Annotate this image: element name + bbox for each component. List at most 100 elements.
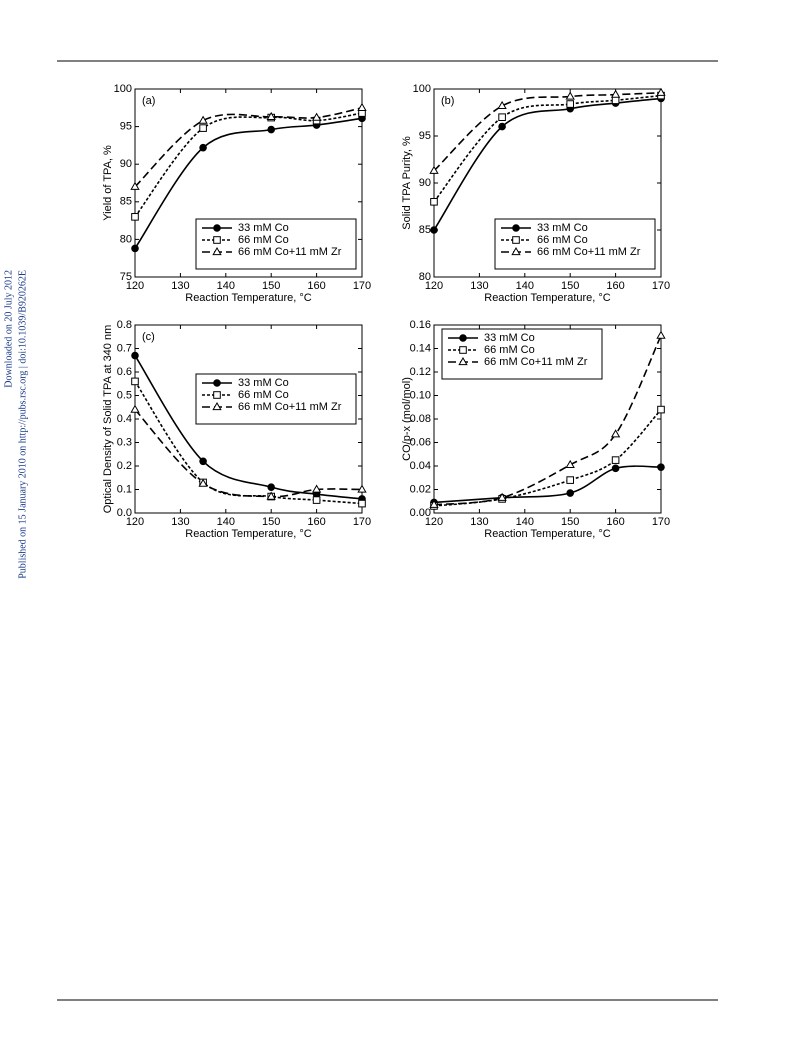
legend-label: 66 mM Co [484,344,535,356]
marker [429,499,439,508]
x-tick-label: 150 [262,516,280,528]
legend-marker [213,391,221,399]
y-tick-label: 0.3 [117,436,132,448]
legend-label: 66 mM Co+11 mM Zr [484,356,588,368]
panel-label: (c) [142,331,155,343]
marker [611,464,620,473]
y-tick-label: 0.12 [410,366,431,378]
y-tick-label: 0.5 [117,389,132,401]
marker [566,476,575,484]
marker [357,484,367,493]
x-axis-label: Reaction Temperature, °C [484,528,611,540]
marker [198,478,208,487]
y-tick-label: 0.7 [117,342,132,354]
y-tick-label: 0.2 [117,460,132,472]
y-tick-label: 0.6 [117,366,132,378]
x-tick-label: 140 [217,516,235,528]
legend-label: 66 mM Co [238,389,289,401]
marker [565,459,575,468]
legend-marker [512,236,520,244]
download-note: Downloaded on 20 July 2012 [3,270,14,388]
y-tick-label: 80 [120,233,132,245]
marker [497,100,507,110]
y-axis-label: Yield of TPA, % [102,145,114,221]
y-axis-label: CO/p-x (mol/mol) [401,377,413,461]
x-tick-label: 140 [217,280,235,292]
legend-label: 66 mM Co+11 mM Zr [238,401,342,413]
x-tick-label: 120 [425,516,443,528]
x-tick-label: 150 [561,280,579,292]
marker [657,405,665,414]
x-tick-label: 160 [307,516,325,528]
x-tick-label: 170 [353,280,371,292]
legend-marker [512,224,520,232]
marker [198,115,208,124]
series-line [433,91,662,172]
marker [311,484,322,493]
legend-marker [212,246,222,256]
x-tick-label: 130 [171,516,189,528]
marker [357,102,367,111]
legend-marker [459,334,467,342]
marker [199,457,207,466]
marker [498,113,506,122]
marker [656,330,666,339]
marker [657,463,665,471]
marker [498,122,506,131]
y-tick-label: 80 [419,271,431,283]
y-tick-label: 95 [419,130,431,142]
x-tick-label: 120 [126,280,144,292]
y-tick-label: 0.06 [410,436,431,448]
x-tick-label: 130 [470,280,488,292]
x-tick-label: 130 [470,516,488,528]
x-tick-label: 140 [516,280,534,292]
legend-label: 66 mM Co [537,234,588,246]
legend-label: 33 mM Co [238,222,289,234]
marker [131,351,139,360]
legend-marker [213,224,221,232]
marker [610,89,621,98]
marker [566,100,575,108]
marker [565,91,575,100]
series-line [134,117,363,249]
y-axis-label: Solid TPA Purity, % [401,136,413,230]
series-line [134,107,363,188]
legend-label: 66 mM Co [238,234,289,246]
x-tick-label: 170 [353,516,371,528]
legend-label: 66 mM Co+11 mM Zr [537,246,641,258]
marker [311,112,322,121]
marker [566,489,575,497]
marker [430,198,438,206]
legend-marker [213,379,221,387]
y-tick-label: 75 [120,271,132,283]
y-tick-label: 0.16 [410,319,431,331]
y-tick-label: 0.02 [410,483,431,495]
y-tick-label: 0.00 [410,507,431,519]
series-line [433,465,662,504]
marker [610,429,621,438]
x-tick-label: 120 [126,516,144,528]
series-line [433,409,662,507]
series-line [134,112,363,218]
marker [358,499,366,508]
x-tick-label: 160 [606,280,624,292]
legend-marker [511,246,521,256]
marker [130,181,140,190]
y-tick-label: 100 [413,83,431,95]
x-axis-label: Reaction Temperature, °C [185,528,312,540]
x-tick-label: 120 [425,280,443,292]
panel-label: (b) [441,95,454,107]
marker [131,213,139,221]
publish-note: Published on 15 January 2010 on http://p… [17,270,28,579]
y-tick-label: 0.4 [117,413,132,425]
y-tick-label: 0.10 [410,389,431,401]
y-tick-label: 0.04 [410,460,431,472]
legend-marker [458,356,468,366]
y-axis-label: Optical Density of Solid TPA at 340 nm [102,325,114,514]
marker [267,483,276,491]
marker [312,496,321,504]
legend-label: 33 mM Co [484,332,535,344]
marker [497,492,507,501]
marker [267,125,276,134]
